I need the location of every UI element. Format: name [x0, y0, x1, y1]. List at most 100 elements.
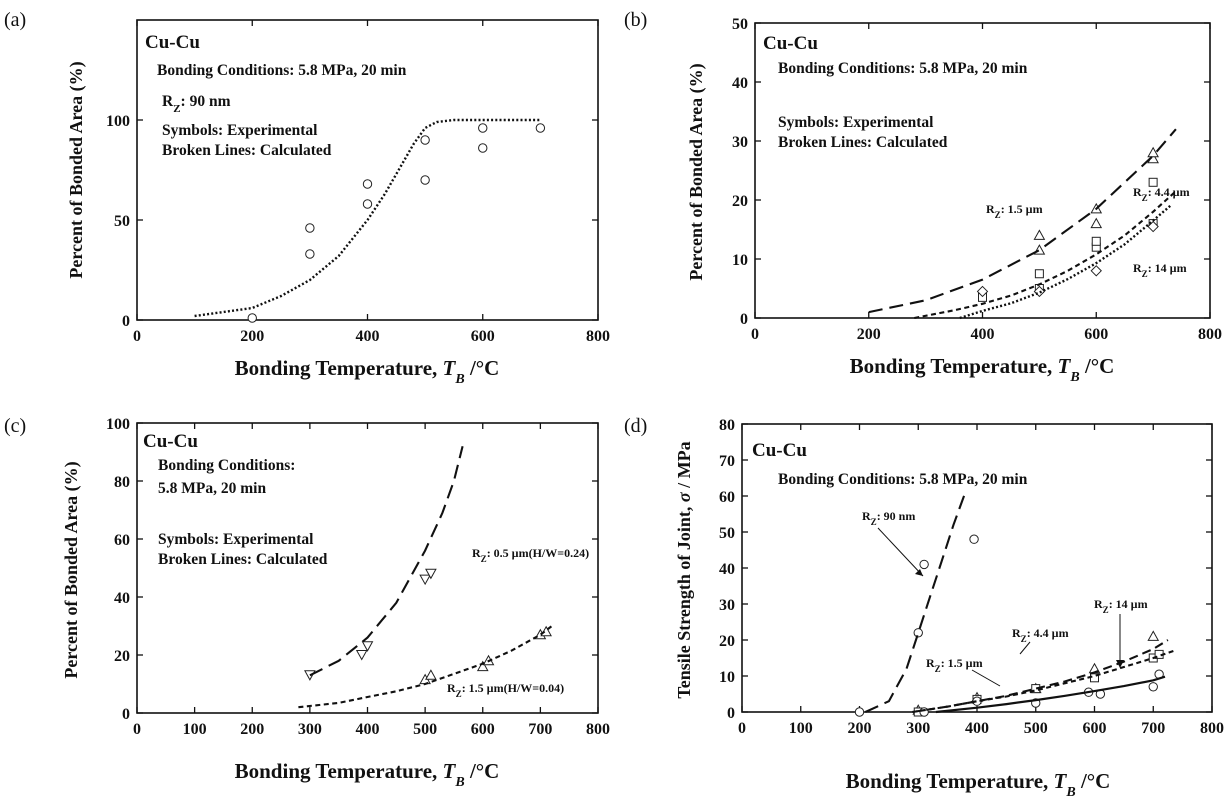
panel-c-rz-0p5-label: RZ: 0.5 µm(H/W=0.24)	[472, 546, 589, 564]
panel-b-lines-note: Broken Lines: Calculated	[778, 134, 948, 151]
panel-d-arrowhead-90nm	[915, 569, 923, 576]
panel-a-data	[194, 118, 546, 323]
x-tick-label: 300	[298, 721, 322, 738]
y-tick-label: 40	[719, 561, 735, 578]
data-point	[304, 670, 316, 681]
panel-b-symbols-note: Symbols: Experimental	[778, 114, 934, 131]
panel-a: (a) Cu-Cu Bonding Conditions: 5.8 MPa, 2…	[4, 9, 610, 387]
data-point	[1090, 217, 1103, 229]
panel-b: (b) Cu-Cu Bonding Conditions: 5.8 MPa, 2…	[624, 9, 1222, 385]
data-point	[1147, 146, 1159, 158]
panel-b-conditions: Bonding Conditions: 5.8 MPa, 20 min	[778, 60, 1028, 77]
data-point	[362, 199, 373, 209]
panel-b-xlabel: Bonding Temperature, TB /°C	[850, 354, 1115, 385]
panel-d-ticks: 0 100 200 300 400 500 600 700 800 0 10 20 30 40 50 60 70…	[719, 417, 1224, 737]
data-point	[247, 313, 257, 323]
data-point	[1090, 265, 1102, 277]
x-tick-label: 600	[1084, 326, 1108, 343]
y-tick-label: 0	[727, 705, 735, 722]
data-point	[419, 574, 431, 586]
panel-d: (d) Cu-Cu Bonding Conditions: 5.8 MPa, 2…	[624, 415, 1224, 798]
x-tick-label: 200	[857, 326, 881, 343]
x-tick-label: 700	[1141, 720, 1165, 737]
y-tick-label: 50	[719, 525, 735, 542]
calculated-curve	[298, 625, 553, 709]
calculated-curve	[959, 204, 1171, 320]
calculated-curve	[914, 190, 1177, 320]
data-point	[305, 249, 315, 259]
panel-c-ylabel: Percent of Bonded Area (%)	[61, 461, 82, 678]
x-tick-label: 700	[528, 721, 552, 738]
x-tick-label: 800	[586, 721, 610, 738]
panel-d-rz-90nm-label: RZ: 90 nm	[862, 509, 915, 527]
calculated-curve	[864, 492, 967, 713]
y-tick-label: 10	[732, 252, 748, 269]
data-point	[425, 669, 437, 680]
panel-b-ticks: 0 200 400 600 800 0 10 20 30 40 50	[732, 16, 1222, 343]
data-point	[1033, 229, 1046, 240]
data-point	[1148, 177, 1158, 187]
panel-a-ticks: 0 200 400 600 800 0 50 100	[106, 20, 610, 345]
y-tick-label: 0	[122, 313, 130, 330]
x-tick-label: 300	[906, 720, 930, 737]
x-tick-label: 200	[240, 328, 264, 345]
panel-a-lines-note: Broken Lines: Calculated	[162, 142, 332, 159]
data-point	[420, 175, 430, 185]
x-tick-label: 200	[240, 721, 264, 738]
data-point	[1034, 269, 1044, 279]
panel-b-rz-1p5-label: RZ: 1.5 µm	[986, 202, 1043, 220]
panel-c-conditions-1: Bonding Conditions:	[158, 457, 295, 474]
panel-b-rz-14-label: RZ: 14 µm	[1133, 261, 1187, 279]
y-tick-label: 100	[106, 113, 130, 130]
panel-d-arrow-4p4	[1019, 641, 1031, 655]
data-point	[969, 534, 979, 544]
x-tick-label: 500	[413, 721, 437, 738]
x-tick-label: 400	[356, 721, 380, 738]
x-tick-label: 0	[751, 326, 759, 343]
panel-c-xlabel: Bonding Temperature, TB /°C	[235, 759, 500, 790]
y-tick-label: 70	[719, 453, 735, 470]
y-tick-label: 30	[719, 597, 735, 614]
y-tick-label: 0	[122, 706, 130, 723]
panel-a-title: Cu-Cu	[145, 32, 200, 53]
y-tick-label: 20	[719, 633, 735, 650]
panel-d-rz-4p4-label: RZ: 4.4 µm	[1012, 626, 1069, 644]
panel-c-ticks: 0 100 200 300 400 500 600 700 800 0 20 40 60 80 100	[106, 416, 610, 738]
y-tick-label: 40	[732, 75, 748, 92]
y-tick-label: 80	[114, 474, 130, 491]
calculated-curve	[912, 649, 1175, 714]
data-point	[305, 223, 315, 233]
panel-d-title: Cu-Cu	[752, 440, 807, 461]
y-tick-label: 10	[719, 669, 735, 686]
x-tick-label: 100	[183, 721, 207, 738]
panel-c-title: Cu-Cu	[143, 431, 198, 452]
x-tick-label: 800	[1200, 720, 1224, 737]
panel-b-ylabel: Percent of Bonded Area (%)	[686, 63, 707, 280]
data-point	[535, 123, 546, 133]
x-tick-label: 600	[471, 721, 495, 738]
panel-b-rz-4p4-label: RZ: 4.4 µm	[1133, 185, 1190, 203]
calculated-curve	[912, 639, 1169, 714]
panel-c-symbols-note: Symbols: Experimental	[158, 531, 314, 548]
panel-a-symbols-note: Symbols: Experimental	[162, 122, 318, 139]
panel-a-conditions: Bonding Conditions: 5.8 MPa, 20 min	[157, 62, 407, 79]
y-tick-label: 50	[114, 213, 130, 230]
panel-d-arrow-90nm	[877, 527, 924, 577]
x-tick-label: 800	[586, 328, 610, 345]
panel-d-arrow-1p5	[971, 669, 1001, 687]
data-point	[355, 650, 368, 661]
x-tick-label: 200	[848, 720, 872, 737]
data-point	[913, 628, 923, 638]
y-tick-label: 50	[732, 16, 748, 33]
data-point	[1147, 630, 1160, 641]
panel-d-conditions: Bonding Conditions: 5.8 MPa, 20 min	[778, 471, 1028, 488]
x-tick-label: 800	[1198, 326, 1222, 343]
panel-c-data	[298, 445, 553, 709]
panel-d-rz-14-label: RZ: 14 µm	[1094, 597, 1148, 615]
data-point	[976, 285, 989, 298]
panel-b-data	[868, 128, 1177, 320]
panel-d-label: (d)	[624, 415, 647, 437]
panel-c: (c) Cu-Cu Bonding Conditions: 5.8 MPa, 2…	[4, 415, 610, 790]
data-point	[478, 123, 488, 133]
